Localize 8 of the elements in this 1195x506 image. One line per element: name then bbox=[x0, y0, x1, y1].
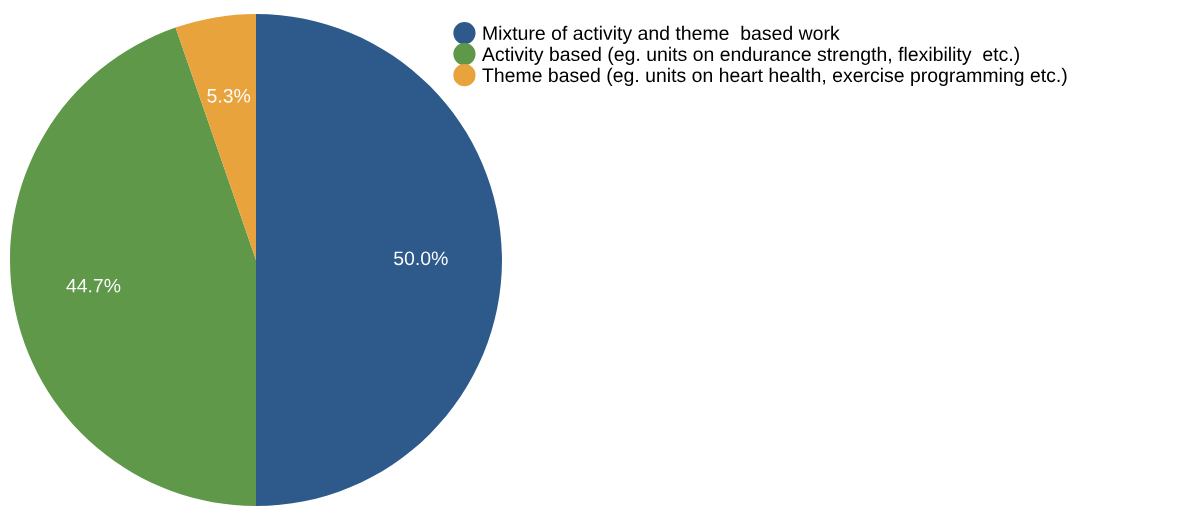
legend-label: Mixture of activity and theme based work bbox=[483, 25, 840, 44]
legend-label: Activity based (eg. units on endurance strength, flexibility etc.) bbox=[481, 46, 1019, 65]
data-label: 50.0% bbox=[394, 251, 448, 266]
pie-slice bbox=[175, 14, 256, 260]
data-label: 44.7% bbox=[66, 278, 121, 293]
legend-label: Theme based (eg. units on heart health, exercise programming etc.) bbox=[482, 67, 1067, 86]
data-label: 5.3% bbox=[207, 88, 251, 103]
pie-slice bbox=[10, 27, 256, 506]
